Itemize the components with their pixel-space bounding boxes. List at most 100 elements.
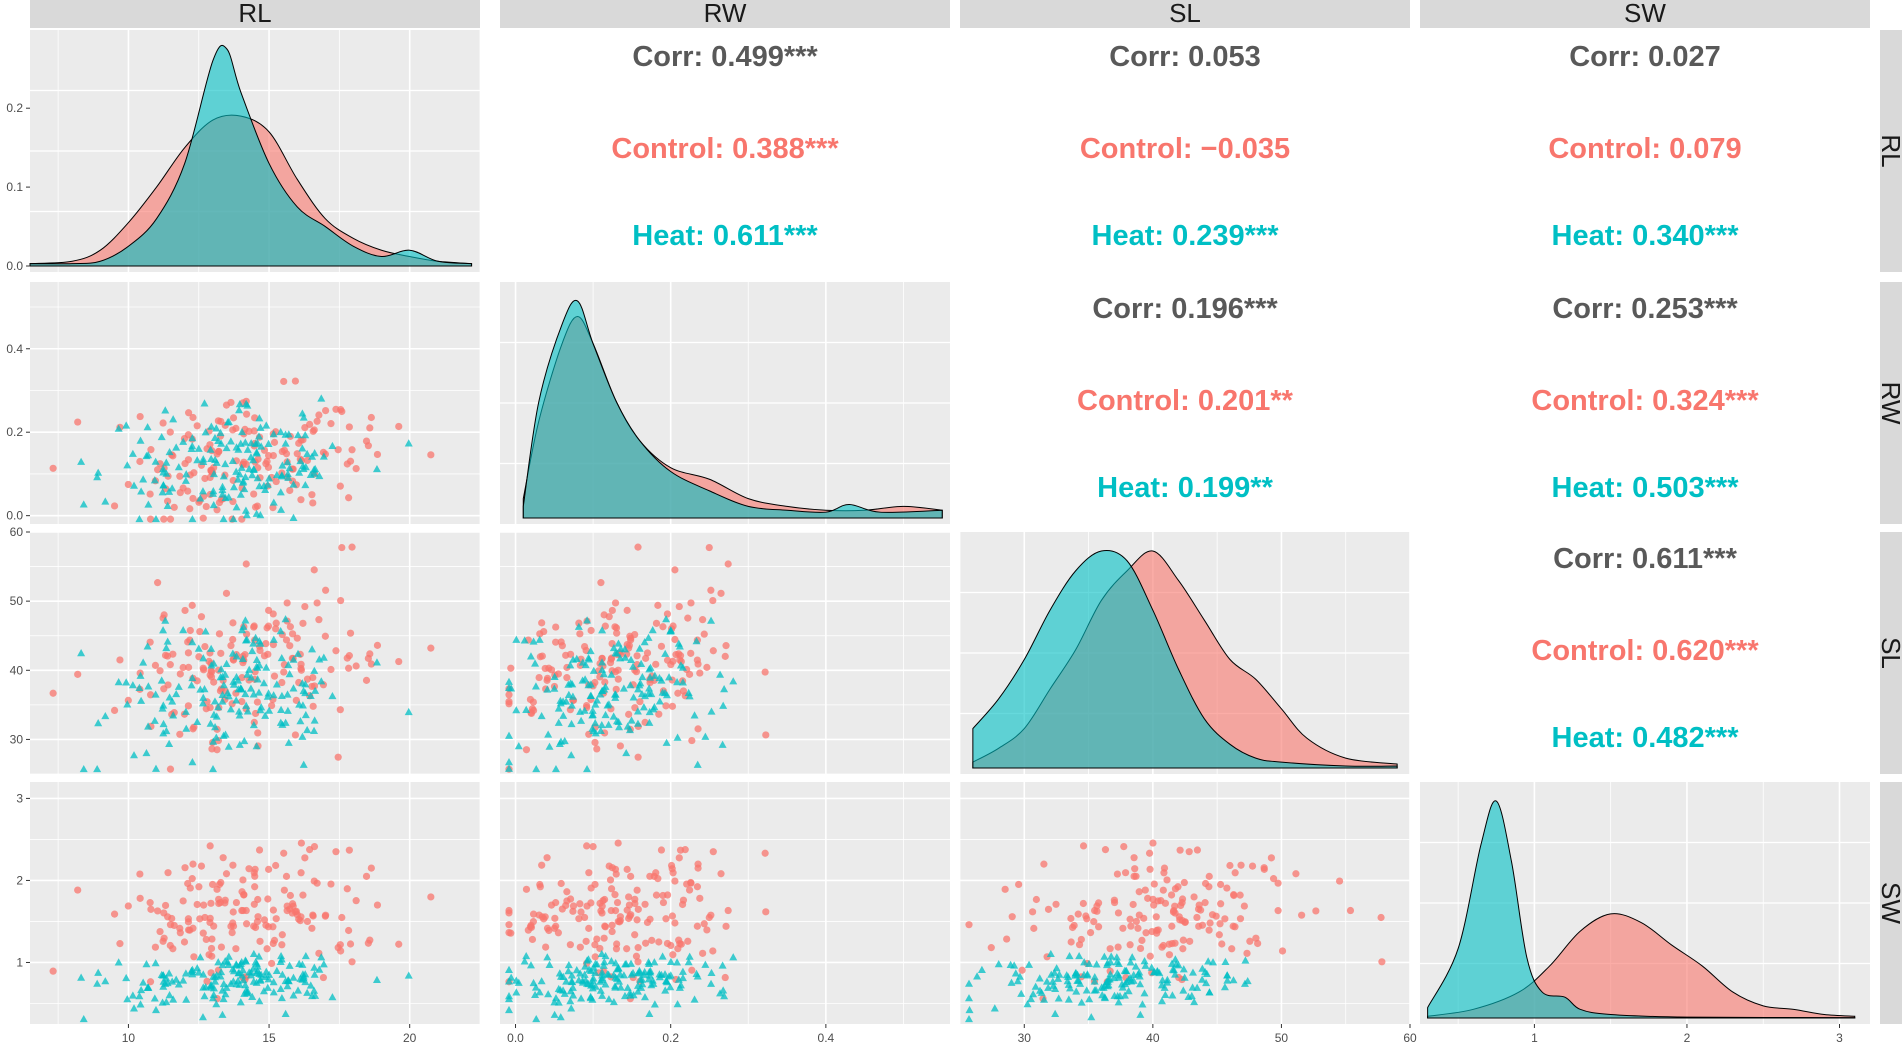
point-control — [1068, 923, 1077, 932]
point-control — [207, 466, 215, 474]
point-control — [238, 698, 246, 706]
point-control — [216, 898, 225, 907]
point-heat — [254, 952, 263, 960]
point-control — [170, 503, 178, 511]
point-control — [280, 849, 288, 857]
point-control — [566, 941, 574, 949]
point-control — [634, 543, 642, 551]
point-heat — [263, 983, 272, 991]
point-heat — [1202, 969, 1211, 977]
point-heat — [122, 678, 131, 686]
point-control — [166, 428, 174, 436]
point-heat — [577, 994, 586, 1002]
point-control — [124, 902, 132, 910]
point-heat — [1163, 978, 1172, 986]
point-heat — [718, 740, 727, 748]
point-heat — [165, 447, 174, 456]
point-control — [124, 480, 132, 489]
point-control — [197, 613, 206, 621]
point-control — [272, 915, 280, 923]
point-control — [529, 698, 537, 706]
point-control — [146, 515, 155, 523]
point-control — [242, 920, 251, 928]
point-heat — [144, 682, 153, 690]
scatter-points-sw-vs-sl — [965, 839, 1386, 1023]
corr-overall-text: Corr: 0.253*** — [1552, 293, 1738, 325]
point-control — [687, 649, 695, 657]
point-heat — [237, 463, 246, 471]
point-heat — [222, 659, 231, 667]
point-control — [633, 916, 641, 924]
point-heat — [294, 986, 303, 994]
point-control — [652, 660, 660, 668]
point-control — [373, 641, 382, 649]
point-heat — [707, 968, 716, 977]
point-heat — [693, 972, 702, 980]
x-tick-label: 0.0 — [507, 1031, 524, 1044]
corr-panel-rw-sw: Corr: 0.253*** Control: 0.324*** Heat: 0.5… — [1531, 293, 1759, 504]
point-heat — [611, 959, 620, 967]
point-control — [250, 900, 258, 908]
point-heat — [232, 696, 241, 704]
point-heat — [135, 683, 144, 691]
point-heat — [157, 676, 166, 684]
point-heat — [299, 760, 308, 768]
point-control — [156, 460, 164, 468]
point-heat — [219, 514, 228, 523]
point-control — [1195, 922, 1203, 930]
point-heat — [232, 467, 241, 475]
point-heat — [661, 986, 670, 994]
point-control — [668, 702, 677, 710]
point-control — [589, 843, 597, 851]
point-heat — [242, 701, 251, 709]
point-heat — [77, 973, 86, 981]
point-heat — [229, 977, 238, 985]
point-heat — [159, 701, 168, 709]
point-control — [1135, 888, 1143, 896]
point-heat — [212, 733, 221, 741]
point-heat — [235, 711, 244, 719]
point-heat — [629, 693, 638, 701]
point-heat — [256, 423, 265, 431]
point-control — [634, 905, 642, 913]
point-control — [282, 636, 291, 644]
point-heat — [210, 697, 219, 705]
point-heat — [655, 973, 664, 981]
point-heat — [526, 652, 535, 660]
point-control — [1215, 931, 1223, 939]
point-heat — [269, 988, 278, 996]
point-control — [169, 650, 177, 658]
point-heat — [241, 438, 250, 446]
point-control — [642, 939, 650, 947]
point-heat — [404, 439, 413, 447]
point-heat — [1100, 993, 1109, 1002]
point-heat — [626, 681, 635, 689]
point-heat — [613, 965, 622, 973]
point-heat — [522, 951, 531, 960]
point-heat — [1082, 986, 1091, 994]
point-heat — [303, 988, 312, 996]
point-control — [1145, 849, 1154, 857]
point-heat — [143, 423, 152, 431]
point-control — [623, 606, 631, 614]
point-heat — [283, 690, 292, 698]
strip-top-rw — [500, 0, 950, 28]
point-heat — [301, 951, 310, 960]
corr-heat-text: Heat: 0.239*** — [1092, 220, 1280, 252]
point-control — [227, 398, 235, 407]
point-heat — [564, 690, 573, 698]
point-heat — [236, 998, 245, 1006]
point-control — [593, 935, 601, 943]
point-control — [667, 861, 676, 870]
point-heat — [965, 1005, 974, 1014]
point-heat — [569, 655, 578, 663]
point-control — [677, 657, 685, 666]
point-control — [269, 906, 277, 914]
point-control — [110, 502, 119, 510]
point-heat — [276, 627, 285, 635]
point-heat — [629, 662, 638, 670]
point-heat — [269, 498, 278, 506]
corr-control-text: Control: 0.201** — [1077, 385, 1294, 417]
point-control — [160, 934, 168, 942]
point-control — [659, 891, 667, 900]
